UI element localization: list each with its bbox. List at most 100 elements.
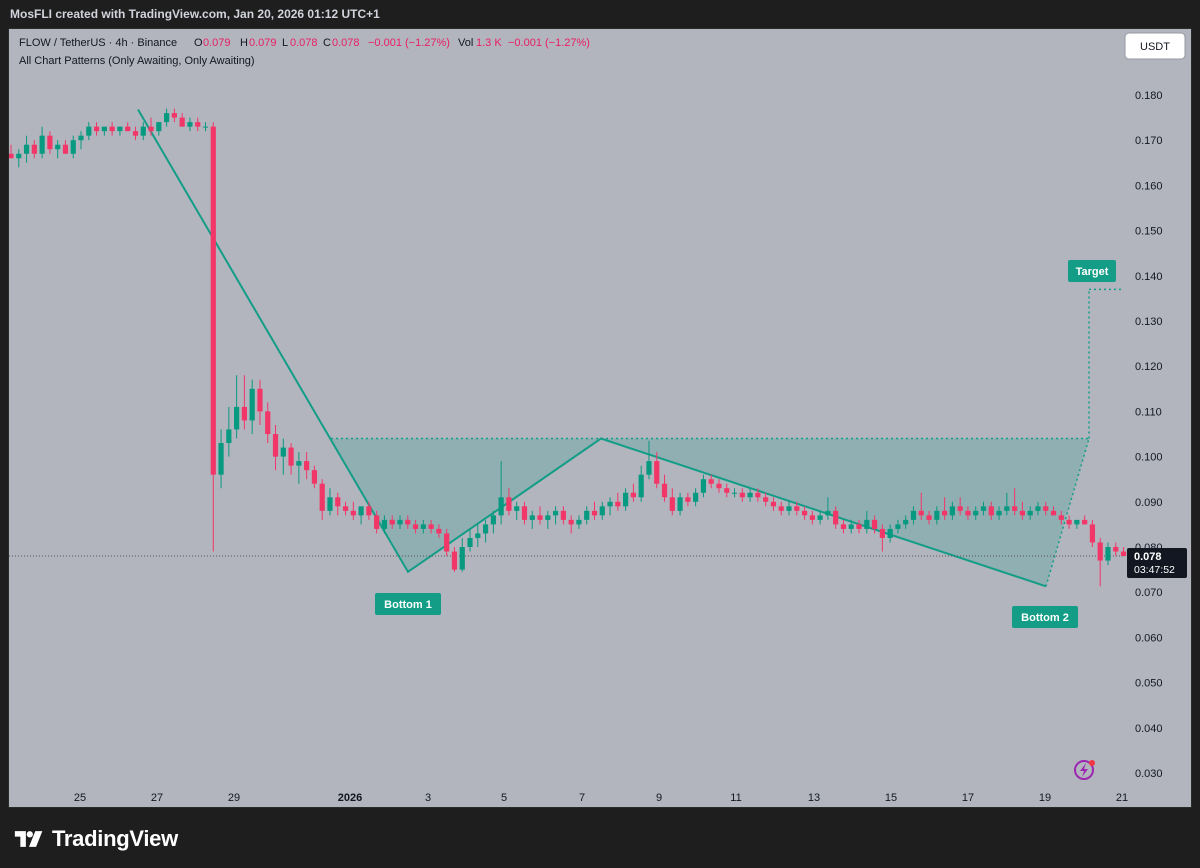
candle-body (117, 126, 123, 132)
candle (1120, 547, 1127, 557)
currency-label[interactable]: USDT (1140, 41, 1170, 53)
candle-body (887, 528, 893, 538)
candle-body (801, 510, 808, 516)
price-tick-label: 0.130 (1135, 316, 1163, 328)
change-value: −0.001 (−1.27%) (368, 37, 450, 49)
candle (980, 501, 987, 516)
candle-body (23, 144, 30, 154)
candle-body (31, 144, 37, 154)
time-tick-label: 29 (228, 792, 240, 804)
candle (801, 506, 808, 520)
candle-body (599, 506, 605, 516)
volume-change: −0.001 (−1.27%) (508, 37, 590, 49)
close-label: C (323, 37, 331, 49)
candle-body (381, 519, 388, 529)
time-tick-label: 15 (885, 792, 897, 804)
candle-body (724, 488, 730, 493)
tradingview-logo-icon (14, 831, 43, 847)
candle (1012, 488, 1018, 516)
candle (833, 506, 839, 529)
candle (584, 506, 590, 525)
candle (1043, 501, 1049, 516)
pattern-labels: Bottom 1 Bottom 2 Target (375, 260, 1116, 628)
candle-body (584, 510, 590, 520)
candle-body (615, 501, 621, 507)
bottom-1-label-text: Bottom 1 (384, 599, 432, 611)
candle-body (560, 510, 566, 520)
candle-body (366, 506, 372, 516)
volume-label: Vol (458, 37, 473, 49)
candle-body (903, 519, 909, 525)
price-tick-label: 0.030 (1135, 768, 1163, 780)
candle (55, 140, 61, 159)
candle (716, 479, 722, 493)
candle (109, 122, 115, 136)
candle-body (910, 510, 917, 520)
candle-body (739, 492, 745, 498)
chart-pane[interactable]: Bottom 1 Bottom 2 Target 0.180 0.170 0.160 0.… (8, 28, 1192, 808)
time-axis[interactable]: 25 27 29 2026 3 5 7 9 11 13 15 17 19 21 (74, 792, 1128, 804)
candle-body (350, 510, 356, 516)
price-axis[interactable]: 0.180 0.170 0.160 0.150 0.140 0.130 0.120 0.110… (1127, 90, 1187, 780)
candle-body (731, 492, 738, 494)
candle-body (638, 474, 644, 498)
candle (444, 528, 450, 557)
target-label-bg (1068, 260, 1116, 282)
candle (521, 501, 528, 525)
candle (31, 140, 37, 159)
candle-body (234, 406, 240, 430)
candle (755, 488, 761, 502)
candle-body (1113, 547, 1119, 552)
candle-body (148, 126, 154, 132)
candle (887, 524, 893, 543)
candle (296, 452, 302, 484)
currency-button[interactable]: USDT (1124, 32, 1186, 60)
candle-body (1035, 506, 1041, 511)
candle-body (101, 126, 107, 132)
candle-body (840, 524, 847, 529)
candle (374, 510, 380, 534)
candle (537, 506, 543, 525)
candle-body (856, 524, 862, 529)
time-tick-label: 17 (962, 792, 974, 804)
candle (545, 510, 551, 529)
candle-body (996, 510, 1002, 516)
candle (327, 488, 333, 516)
time-tick-label: 25 (74, 792, 86, 804)
candle-body (708, 479, 714, 484)
candle-body (1066, 519, 1072, 525)
price-tick-label: 0.050 (1135, 678, 1163, 690)
candle-body (319, 483, 325, 511)
candle (405, 515, 411, 529)
bottom-1-label-bg (375, 593, 441, 615)
candle-body (988, 506, 994, 516)
candle (514, 501, 520, 520)
candle (623, 488, 629, 511)
time-tick-label: 19 (1039, 792, 1051, 804)
candle-body (825, 510, 831, 516)
candle-body (288, 447, 294, 466)
candle (179, 113, 185, 127)
price-tick-label: 0.070 (1135, 587, 1163, 599)
candle (16, 149, 22, 168)
candle-body (693, 492, 699, 502)
candles-group (9, 108, 1127, 587)
candle-body (794, 506, 800, 511)
candle-body (879, 528, 885, 538)
candle (591, 501, 598, 520)
tradingview-logo[interactable]: TradingView (12, 826, 178, 852)
candle (241, 375, 247, 430)
candle-body (78, 135, 84, 141)
candle-body (257, 388, 263, 412)
time-tick-label: 7 (579, 792, 585, 804)
candle (996, 506, 1002, 520)
candle (1058, 510, 1064, 525)
price-tick-label: 0.170 (1135, 135, 1163, 147)
candle-body (965, 510, 971, 516)
lightning-icon[interactable] (1074, 760, 1095, 780)
candle (739, 488, 745, 502)
candle-body (607, 501, 613, 507)
candle (304, 452, 310, 480)
candle-body (405, 519, 411, 525)
